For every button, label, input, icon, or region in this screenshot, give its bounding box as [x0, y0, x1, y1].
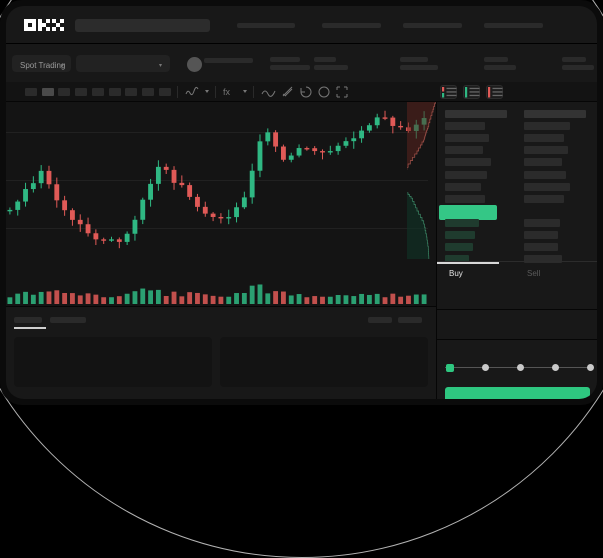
svg-text:fx: fx: [223, 87, 231, 97]
